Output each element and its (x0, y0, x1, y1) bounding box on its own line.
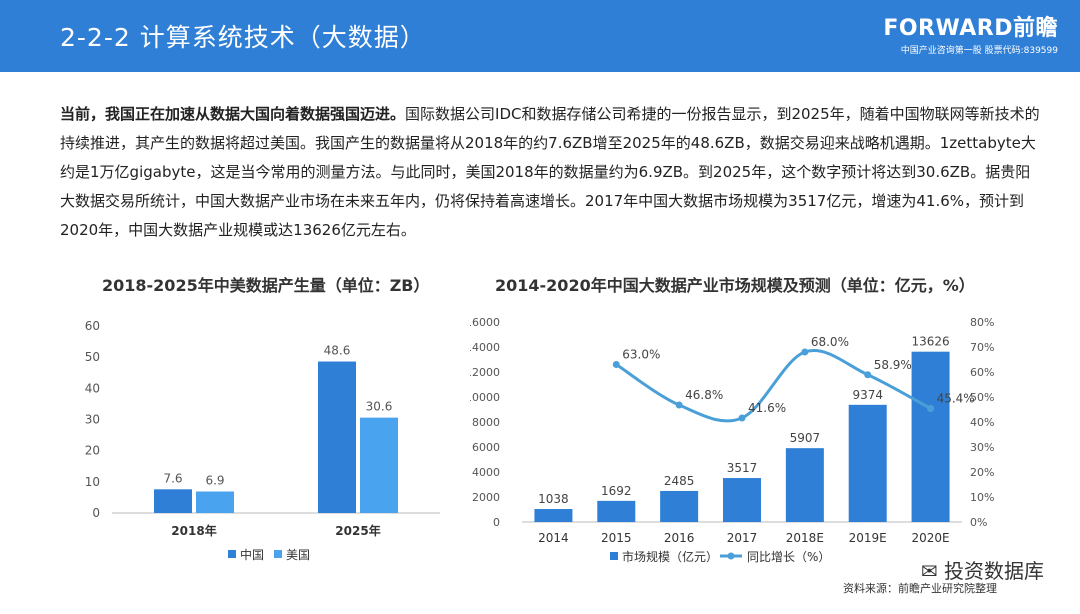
y-tick-label: 10000 (470, 391, 500, 404)
bar (196, 491, 234, 513)
growth-label: 68.0% (811, 335, 849, 349)
y-tick-label: 12000 (470, 366, 500, 379)
x-tick-label: 2017 (727, 531, 758, 545)
x-tick-label: 2016 (664, 531, 695, 545)
bar-value-label: 9374 (852, 388, 883, 402)
y-tick-label: 8000 (472, 416, 500, 429)
growth-point (738, 414, 746, 422)
growth-point (864, 371, 872, 379)
bar (318, 361, 356, 513)
page-title: 2-2-2 计算系统技术（大数据） (60, 23, 426, 52)
x-tick-label: 2018年 (171, 523, 216, 538)
y-tick-label: 16000 (470, 316, 500, 329)
wechat-icon: ✉ (920, 559, 938, 583)
y-tick-label: 50 (85, 350, 100, 364)
growth-point (927, 405, 935, 412)
growth-label: 45.4% (937, 392, 975, 406)
y-tick-label: 30 (85, 413, 100, 427)
y2-tick-label: 70% (970, 341, 994, 354)
bar (154, 489, 192, 513)
legend-line-marker (727, 552, 735, 560)
y-tick-label: 20 (85, 444, 100, 458)
brand-name: FORWARD前瞻 (883, 16, 1058, 41)
x-tick-label: 2019E (849, 531, 887, 545)
growth-label: 63.0% (622, 348, 660, 362)
bar-value-label: 7.6 (163, 471, 182, 485)
growth-point (675, 401, 683, 409)
source-note: 资料来源：前瞻产业研究院整理 (843, 582, 997, 595)
bar (660, 490, 699, 522)
legend-swatch (610, 552, 618, 560)
chart2-svg: 0 2000 4000 6000 8000 10000 12000 14000 16000 0% 1… (470, 316, 994, 564)
y-tick-label: 2000 (472, 491, 500, 504)
x-tick-label: 2025年 (335, 523, 380, 538)
y-tick-label: 0 (92, 506, 100, 520)
legend-label: 同比增长（%） (747, 550, 830, 564)
bar-value-label: 1692 (601, 484, 632, 498)
growth-label: 58.9% (874, 358, 912, 372)
brand-logo: FORWARD前瞻 中国产业咨询第一股 股票代码:839599 (883, 10, 1058, 56)
bar-value-label: 2485 (664, 474, 695, 488)
growth-label: 41.6% (748, 401, 786, 415)
intro-paragraph: 当前，我国正在加速从数据大国向着数据强国迈进。国际数据公司IDC和数据存储公司希… (60, 100, 1040, 245)
legend-swatch (274, 550, 282, 558)
bar (911, 351, 950, 522)
y-tick-label: 10 (85, 475, 100, 489)
growth-point (612, 361, 620, 368)
chart2-title: 2014-2020年中国大数据产业市场规模及预测（单位：亿元，%） (495, 276, 975, 295)
y2-tick-label: 50% (970, 391, 994, 404)
y-tick-label: 40 (85, 381, 100, 395)
wechat-watermark: ✉ 投资数据库 (921, 555, 1044, 584)
bar (848, 404, 887, 522)
legend-label: 中国 (240, 547, 264, 562)
x-tick-label: 2014 (538, 531, 569, 545)
y-tick-label: 4000 (472, 466, 500, 479)
wechat-label: 投资数据库 (944, 559, 1044, 583)
bar-value-label: 48.6 (324, 344, 351, 358)
y-tick-label: 14000 (470, 341, 500, 354)
brand-sub: 中国产业咨询第一股 股票代码:839599 (900, 46, 1058, 56)
chart1-title: 2018-2025年中美数据产生量（单位：ZB） (102, 276, 430, 295)
bar-value-label: 30.6 (366, 400, 393, 414)
y-tick-label: 60 (85, 319, 100, 333)
bar-value-label: 6.9 (205, 473, 224, 487)
intro-lead: 当前，我国正在加速从数据大国向着数据强国迈进。 (60, 105, 406, 123)
x-tick-label: 2018E (786, 531, 824, 545)
legend-swatch (228, 550, 236, 558)
y2-tick-label: 10% (970, 491, 994, 504)
bar (360, 417, 398, 513)
y2-tick-label: 60% (970, 366, 994, 379)
growth-line (615, 349, 932, 423)
y2-tick-label: 80% (970, 316, 994, 329)
legend-label: 美国 (286, 548, 310, 562)
bar-value-label: 3517 (727, 461, 758, 475)
bar-value-label: 5907 (790, 431, 821, 445)
y2-tick-label: 20% (970, 466, 994, 479)
growth-label: 46.8% (685, 388, 723, 402)
y2-tick-label: 40% (970, 416, 994, 429)
bar (597, 500, 636, 522)
x-tick-label: 2020E (912, 531, 950, 545)
y-tick-label: 6000 (472, 441, 500, 454)
legend-label: 市场规模（亿元） (622, 549, 718, 564)
bar-value-label: 13626 (911, 335, 949, 349)
bar (534, 509, 573, 522)
bar (723, 478, 761, 522)
bar-value-label: 1038 (538, 492, 569, 506)
y-tick-label: 0 (493, 516, 500, 529)
y2-tick-label: 0% (970, 516, 987, 529)
bar (785, 448, 824, 522)
growth-point (801, 348, 809, 356)
y2-tick-label: 30% (970, 441, 994, 454)
intro-body: 国际数据公司IDC和数据存储公司希捷的一份报告显示，到2025年，随着中国物联网… (60, 105, 1040, 239)
chart1-svg: 0 10 20 30 40 50 60 2018年 7.6 6.9 2025年 48.6 30.6 中国 美… (85, 319, 440, 562)
x-tick-label: 2015 (601, 531, 632, 545)
header-bar: 2-2-2 计算系统技术（大数据） FORWARD前瞻 中国产业咨询第一股 股票… (0, 0, 1080, 72)
